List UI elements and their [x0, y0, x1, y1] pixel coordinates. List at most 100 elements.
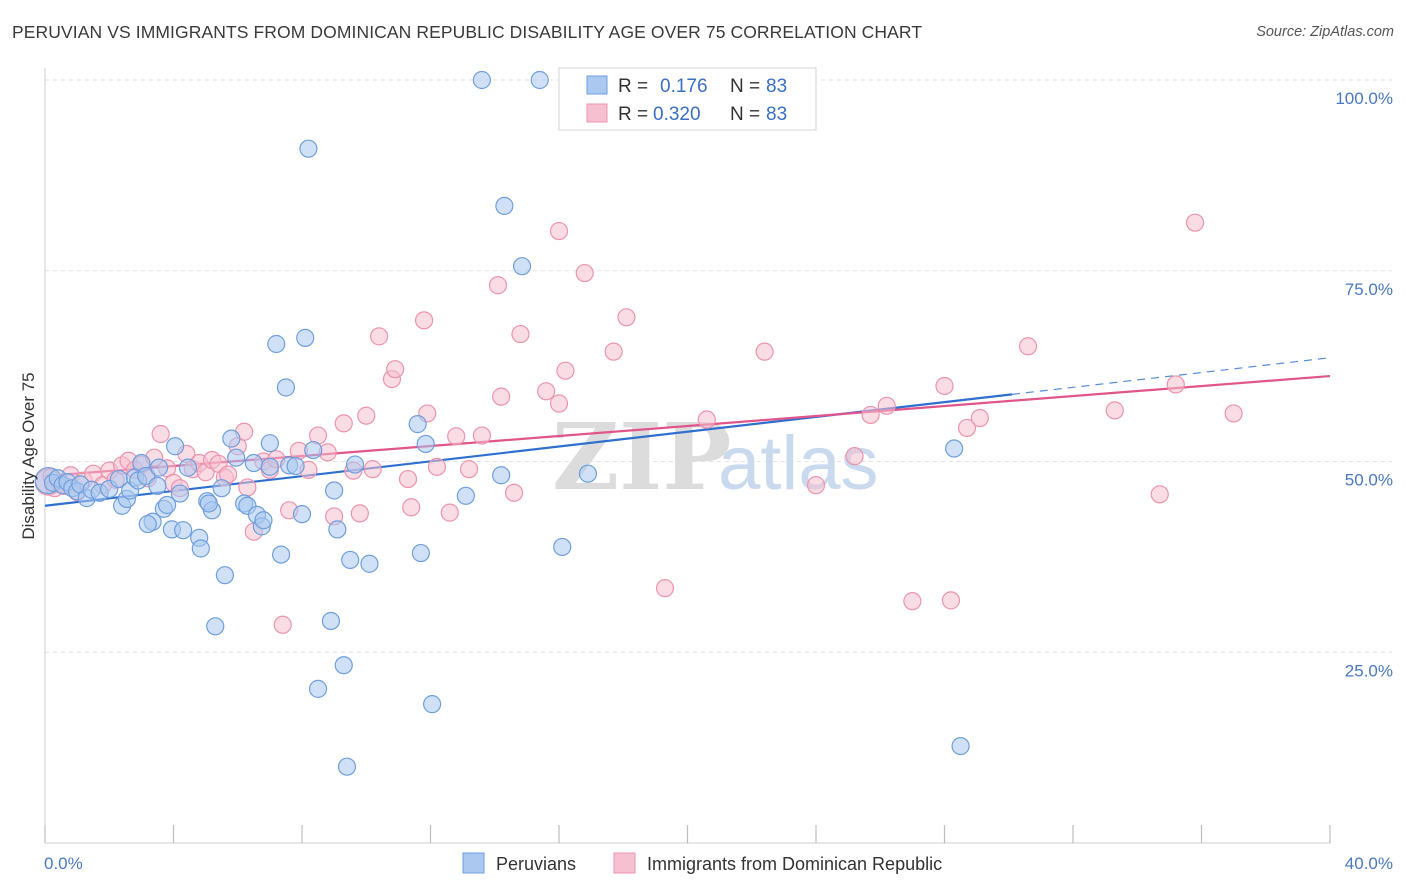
peruvians-point-29	[178, 458, 198, 477]
dominican-point-81	[941, 591, 961, 610]
axes	[44, 68, 1331, 844]
peruvians-point-44	[254, 511, 273, 530]
peruvians-point-50	[286, 456, 305, 476]
dominican-point-69	[575, 263, 594, 283]
grid-lines	[45, 79, 1392, 653]
peruvians-point-35	[212, 479, 231, 498]
peruvians-point-27	[170, 484, 190, 503]
dominican-point-53	[402, 498, 421, 517]
dominican-point-88	[1185, 213, 1205, 232]
dominican-point-49	[370, 327, 389, 346]
dominican-point-66	[549, 221, 569, 241]
peruvians-point-66	[423, 695, 442, 714]
peruvians-point-24	[157, 495, 177, 515]
peruvians-point-59	[337, 757, 357, 776]
peruvians-point-60	[341, 550, 360, 570]
dominican-point-78	[877, 396, 896, 415]
peruvians-point-51	[292, 505, 312, 524]
peruvians-point-47	[272, 545, 291, 564]
dominican-point-77	[861, 405, 880, 425]
legend-swatch-pink	[586, 103, 608, 123]
peruvians-point-68	[472, 70, 491, 90]
peruvians-point-65	[416, 434, 435, 454]
legend-n-label-2: N =	[730, 104, 760, 125]
dominican-point-67	[549, 394, 569, 413]
bottom-legend-label-dominican: Immigrants from Dominican Republic	[647, 854, 942, 874]
peruvians-point-72	[530, 70, 549, 90]
dominican-point-85	[1105, 401, 1124, 420]
dominican-point-75	[806, 476, 826, 495]
peruvians-point-37	[222, 429, 241, 448]
peruvians-point-22	[149, 458, 169, 477]
y-tick-label-0: 25.0%	[1345, 661, 1393, 680]
peruvians-point-58	[334, 656, 353, 675]
dominican-point-70	[604, 342, 623, 361]
peruvians-point-67	[456, 486, 475, 505]
x-tick-max: 40.0%	[1345, 854, 1393, 873]
dominican-point-89	[1224, 404, 1243, 423]
peruvians-point-21	[148, 476, 167, 496]
y-tick-label-2: 75.0%	[1345, 280, 1393, 299]
series-peruvians-points	[34, 70, 970, 776]
peruvians-point-41	[244, 453, 263, 473]
peruvians-point-79	[325, 481, 344, 500]
dominican-point-58	[447, 427, 466, 446]
dominican-point-87	[1166, 375, 1185, 394]
peruvians-point-80	[260, 457, 279, 476]
dominican-point-84	[1018, 337, 1038, 356]
peruvians-point-69	[492, 466, 511, 485]
peruvians-point-31	[191, 539, 210, 558]
trend-line-peruvians-extension	[1011, 357, 1331, 395]
dominican-point-37	[273, 615, 292, 634]
y-axis-label: Disability Age Over 75	[19, 372, 38, 539]
peruvians-point-63	[408, 415, 427, 434]
peruvians-point-56	[321, 611, 341, 631]
peruvians-point-64	[411, 543, 430, 563]
peruvians-point-55	[308, 679, 328, 698]
peruvians-point-36	[215, 566, 234, 585]
chart-title: PERUVIAN VS IMMIGRANTS FROM DOMINICAN RE…	[12, 22, 923, 42]
peruvians-point-53	[299, 139, 318, 158]
dominican-point-86	[1150, 485, 1169, 504]
dominican-point-68	[556, 361, 575, 380]
peruvians-point-78	[951, 736, 970, 756]
stats-legend: R = 0.176 N = 83 R = 0.320 N = 83	[558, 67, 817, 131]
legend-r-value-1: 0.176	[660, 76, 708, 97]
peruvians-point-26	[166, 437, 185, 456]
dominican-point-54	[414, 311, 434, 330]
dominican-point-71	[617, 308, 636, 327]
dominican-point-18	[151, 424, 170, 444]
dominican-point-64	[511, 324, 530, 344]
bottom-legend-swatch-dominican	[613, 852, 636, 874]
x-tick-min: 0.0%	[44, 854, 83, 873]
y-tick-label-1: 50.0%	[1345, 471, 1393, 490]
peruvians-point-62	[360, 554, 379, 573]
peruvians-point-45	[260, 434, 279, 453]
dominican-point-79	[903, 592, 922, 611]
dominican-point-76	[845, 447, 864, 466]
dominican-point-47	[357, 406, 376, 425]
legend-n-value-1: 83	[766, 76, 787, 97]
peruvians-point-77	[945, 439, 964, 458]
dominican-point-51	[386, 360, 405, 379]
peruvians-point-61	[345, 455, 365, 474]
dominican-point-46	[350, 504, 369, 523]
peruvians-point-73	[553, 537, 572, 557]
dominican-point-82	[957, 418, 977, 438]
dominican-point-44	[334, 414, 353, 433]
dominican-point-59	[459, 460, 479, 479]
dominican-point-83	[970, 408, 989, 428]
legend-r-label-2: R =	[618, 104, 648, 125]
series-legend: Peruvians Immigrants from Dominican Repu…	[462, 852, 942, 874]
bottom-legend-swatch-peruvians	[462, 852, 485, 874]
peruvians-point-70	[495, 196, 514, 215]
dominican-point-32	[238, 478, 257, 497]
dominican-point-72	[655, 579, 675, 598]
legend-n-label-1: N =	[730, 76, 760, 97]
dominican-point-63	[504, 483, 524, 502]
y-tick-labels: 25.0% 50.0% 75.0% 100.0%	[1335, 89, 1393, 680]
peruvians-point-28	[174, 521, 193, 540]
peruvians-point-75	[578, 464, 598, 483]
peruvians-point-82	[138, 514, 157, 534]
